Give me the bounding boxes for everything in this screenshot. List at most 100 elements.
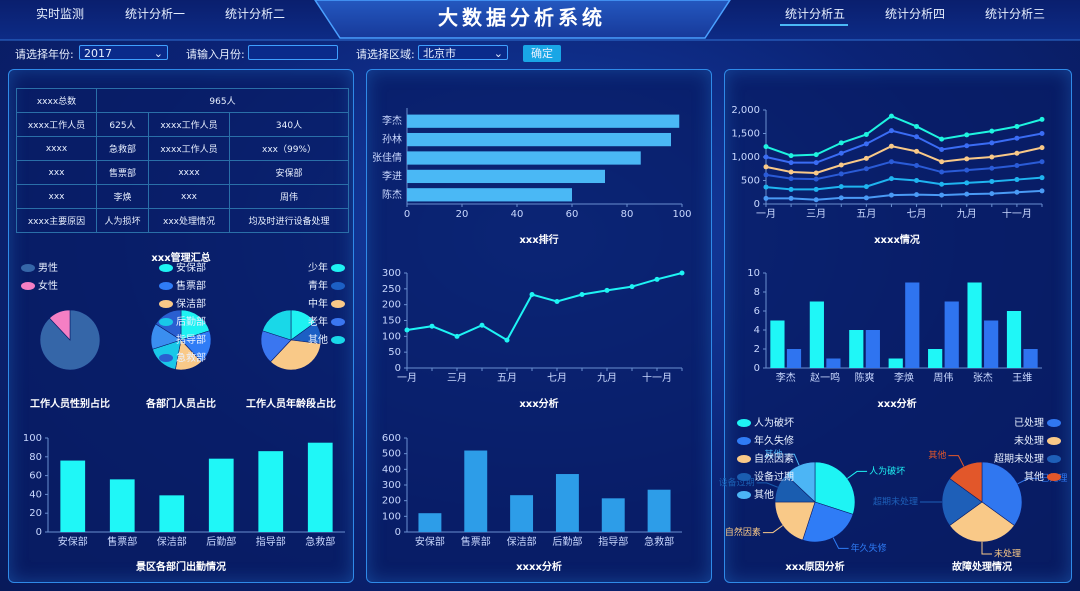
legend-label: 其他	[1024, 470, 1044, 483]
table-row: xxxx总数 965人	[16, 88, 349, 113]
x-tick-label: 七月	[907, 208, 927, 220]
select-value: 北京市	[423, 47, 456, 60]
legend-swatch	[21, 282, 35, 290]
point	[964, 180, 970, 186]
confirm-button[interactable]: 确定	[523, 45, 561, 62]
x-tick-label: 售票部	[107, 535, 137, 548]
bar	[647, 489, 671, 532]
line	[766, 189, 1043, 201]
bar	[60, 460, 86, 532]
chart-title: 故障处理情况	[952, 560, 1012, 573]
filter-label: 请输入月份:	[186, 48, 245, 61]
nav-tab[interactable]: 统计分析三	[984, 7, 1046, 21]
nav-tab[interactable]: 统计分析五	[784, 7, 846, 21]
table-cell: xxx处理情况	[148, 208, 230, 233]
year-select[interactable]: 2017 ⌄	[79, 45, 168, 60]
x-tick-label: 保洁部	[507, 535, 537, 548]
bar	[967, 282, 982, 368]
y-tick-label: 60	[29, 471, 42, 482]
point	[888, 143, 894, 149]
point	[1014, 123, 1020, 129]
point	[763, 195, 769, 201]
legend-label: 青年	[308, 279, 328, 292]
point	[404, 327, 410, 333]
point	[964, 167, 970, 173]
point	[914, 192, 920, 198]
pie-slice	[785, 461, 816, 503]
x-tick-label: 80	[621, 209, 634, 220]
y-tick-label: 李进	[382, 169, 402, 182]
x-tick-label: 指导部	[598, 535, 628, 548]
point	[989, 154, 995, 160]
x-tick-label: 十一月	[642, 371, 672, 384]
bar	[418, 513, 442, 532]
summary-table: xxxx总数 965人 xxxx工作人员 625人 xxxx工作人员 340人 xxxx 急救…	[16, 88, 349, 233]
y-tick-label: 8	[754, 287, 760, 298]
bar	[786, 349, 802, 368]
x-tick-label: 李焕	[894, 371, 914, 384]
title-banner: 大数据分析系统	[0, 0, 1080, 41]
point	[838, 184, 844, 190]
table-cell: 均及时进行设备处理	[229, 208, 349, 233]
bar	[208, 458, 234, 532]
x-tick-label: 陈爽	[855, 371, 875, 384]
legend-swatch	[331, 282, 345, 290]
y-tick-label: 1,000	[731, 152, 760, 163]
point	[554, 299, 560, 304]
x-tick-label: 40	[511, 209, 524, 220]
point	[989, 178, 995, 184]
y-tick-label: 张佳倩	[372, 151, 402, 164]
filter-label: 请选择区域:	[356, 48, 415, 61]
point	[914, 162, 920, 168]
nav-tab[interactable]: 实时监测	[35, 7, 85, 21]
pie-slice	[180, 309, 210, 341]
point	[888, 128, 894, 134]
y-tick-label: 300	[382, 268, 401, 279]
nav-tab[interactable]: 统计分析一	[124, 7, 186, 21]
y-tick-label: 100	[382, 331, 401, 342]
x-tick-label: 王维	[1012, 371, 1032, 384]
page-title: 大数据分析系统	[438, 6, 606, 30]
point	[989, 191, 995, 197]
pie-slice	[814, 461, 856, 515]
point	[788, 176, 794, 182]
legend-swatch	[159, 282, 173, 290]
legend-label: 人为破坏	[754, 416, 794, 429]
month-input[interactable]	[248, 45, 338, 60]
legend-swatch	[21, 264, 35, 272]
point	[813, 152, 819, 158]
y-tick-label: 4	[754, 325, 760, 336]
line	[765, 129, 1043, 164]
legend-label: 年久失修	[754, 434, 794, 447]
slice-label: 其他	[928, 449, 946, 461]
nav-tab[interactable]: 统计分析二	[224, 7, 286, 21]
point	[888, 176, 894, 182]
table-row: xxxx工作人员 625人 xxxx工作人员 340人	[16, 112, 349, 137]
table-cell: 965人	[96, 88, 349, 113]
table-row: xxx 售票部 xxxx 安保部	[16, 160, 349, 185]
x-tick-label: 20	[456, 209, 469, 220]
point	[838, 162, 844, 168]
point	[629, 284, 635, 290]
nav-tab[interactable]: 统计分析四	[884, 7, 946, 21]
y-tick-label: 2	[754, 344, 760, 355]
bar	[984, 320, 999, 368]
pie-slice	[949, 501, 1015, 543]
legend-swatch	[737, 419, 751, 427]
chart-title: 工作人员性别占比	[30, 397, 110, 410]
point	[788, 186, 794, 192]
point	[838, 140, 844, 146]
point	[1014, 135, 1020, 141]
table-cell: xxx（99%）	[229, 136, 349, 161]
point	[863, 195, 869, 201]
point	[939, 159, 945, 165]
label-line	[1017, 477, 1039, 485]
point	[964, 143, 970, 149]
point	[813, 160, 819, 166]
point	[454, 333, 460, 339]
x-tick-label: 指导部	[256, 535, 286, 548]
legend-label: 设备过期	[754, 470, 794, 483]
region-select[interactable]: 北京市 ⌄	[418, 45, 508, 60]
x-tick-label: 0	[404, 209, 410, 220]
legend-label: 已处理	[1014, 417, 1044, 429]
